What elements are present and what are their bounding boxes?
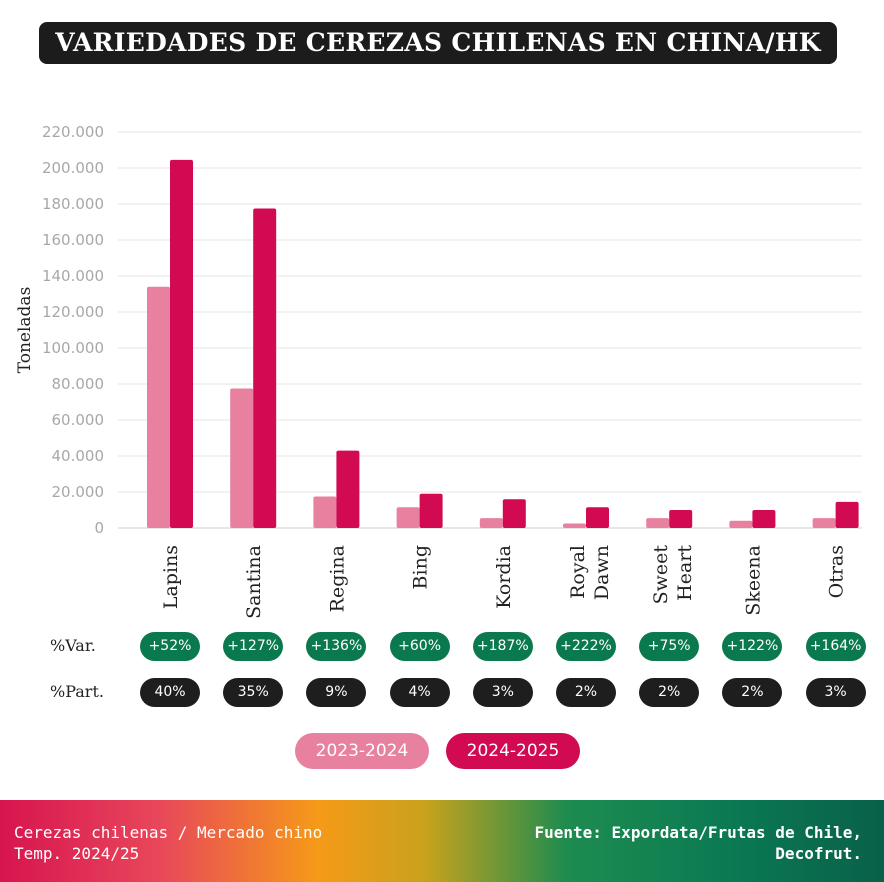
var-pill: +136% xyxy=(306,632,367,661)
part-pill: 35% xyxy=(223,678,284,707)
var-pill: +164% xyxy=(805,632,866,661)
y-tick-label: 20.000 xyxy=(52,483,105,501)
part-pill: 4% xyxy=(389,678,450,707)
y-tick-label: 0 xyxy=(94,519,104,537)
y-tick-label: 180.000 xyxy=(42,195,104,213)
bar-2023-2024 xyxy=(729,520,753,528)
x-tick-label: Regina xyxy=(326,545,348,612)
part-pill: 3% xyxy=(472,678,533,707)
bar-2023-2024 xyxy=(479,518,503,528)
chart-title: VARIEDADES DE CEREZAS CHILENAS EN CHINA/… xyxy=(39,22,837,64)
footer-left: Cerezas chilenas / Mercado chino Temp. 2… xyxy=(14,822,322,864)
var-pill: +75% xyxy=(639,632,700,661)
x-tick-label: Bing xyxy=(410,545,432,589)
footer-source: Fuente: Expordata/Frutas de Chile, Decof… xyxy=(534,822,862,864)
x-tick-label: Lapins xyxy=(160,545,182,609)
var-pill: +122% xyxy=(722,632,783,661)
part-pill: 2% xyxy=(556,678,616,707)
y-tick-label: 160.000 xyxy=(42,231,104,249)
var-pill: +187% xyxy=(472,632,533,661)
part-pill: 2% xyxy=(639,678,700,707)
bar-2024-2025 xyxy=(253,208,277,528)
footer-right-line1: Fuente: Expordata/Frutas de Chile, xyxy=(534,823,862,842)
bar-2023-2024 xyxy=(812,518,836,528)
y-axis-label: Toneladas xyxy=(15,287,35,374)
bar-2023-2024 xyxy=(313,496,337,528)
x-tick-label: Skeena xyxy=(742,545,764,616)
var-pill: +222% xyxy=(556,632,616,661)
var-pill: +52% xyxy=(140,632,200,661)
bar-2024-2025 xyxy=(502,499,526,528)
bar-2023-2024 xyxy=(563,523,586,528)
x-tick-label: Santina xyxy=(243,545,265,619)
x-tick-label: Sweet Heart xyxy=(650,545,696,605)
bar-2024-2025 xyxy=(586,507,609,528)
legend-2023-2024: 2023-2024 xyxy=(295,733,429,769)
y-tick-label: 120.000 xyxy=(42,303,104,321)
bar-2024-2025 xyxy=(669,510,693,528)
bar-2023-2024 xyxy=(147,286,170,528)
bar-2023-2024 xyxy=(646,518,670,528)
footer-right-line2: Decofrut. xyxy=(775,844,862,863)
part-pill: 9% xyxy=(306,678,367,707)
footer-left-line1: Cerezas chilenas / Mercado chino xyxy=(14,823,323,842)
y-tick-label: 80.000 xyxy=(52,375,105,393)
x-tick-label: Kordia xyxy=(493,545,515,609)
y-tick-label: 40.000 xyxy=(52,447,105,465)
y-tick-label: 60.000 xyxy=(52,411,105,429)
x-tick-label: Royal Dawn xyxy=(567,545,613,600)
y-tick-label: 200.000 xyxy=(42,159,104,177)
var-pill: +60% xyxy=(389,632,450,661)
bar-chart: 0 20.000 40.000 60.000 80.000 100.000 120.000 1… xyxy=(15,123,862,619)
bar-2024-2025 xyxy=(170,159,193,528)
bar-2024-2025 xyxy=(336,450,360,528)
var-pill: +127% xyxy=(223,632,284,661)
part-pill: 2% xyxy=(722,678,783,707)
bar-2024-2025 xyxy=(752,510,776,528)
legend-2024-2025: 2024-2025 xyxy=(446,733,580,769)
y-tick-label: 220.000 xyxy=(42,123,104,141)
footer-left-line2: Temp. 2024/25 xyxy=(14,844,140,863)
y-tick-label: 100.000 xyxy=(42,339,104,357)
bar-2023-2024 xyxy=(230,388,254,528)
y-tick-label: 140.000 xyxy=(42,267,104,285)
var-row-label: %Var. xyxy=(50,636,96,655)
x-tick-label: Otras xyxy=(826,545,848,598)
part-pill: 40% xyxy=(140,678,200,707)
part-row-label: %Part. xyxy=(50,682,104,701)
bar-2024-2025 xyxy=(419,493,443,528)
bar-2024-2025 xyxy=(835,501,859,528)
footer-banner: Cerezas chilenas / Mercado chino Temp. 2… xyxy=(0,800,884,882)
bar-2023-2024 xyxy=(396,507,420,528)
part-pill: 3% xyxy=(805,678,866,707)
